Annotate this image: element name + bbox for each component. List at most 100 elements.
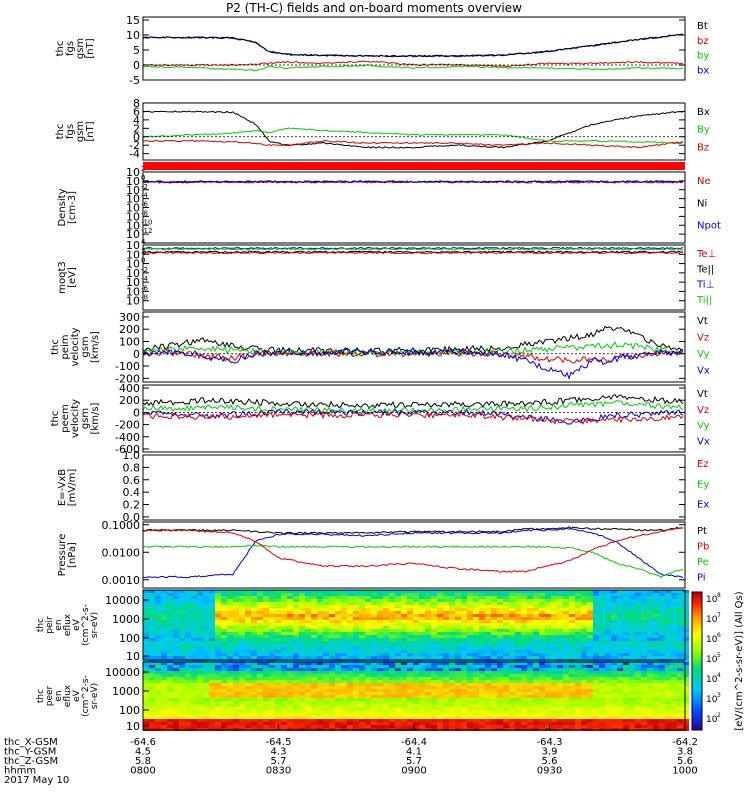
spectrogram-cell [611,689,617,692]
spectrogram-cell [173,671,179,674]
spectrogram-cell [605,722,611,725]
spectrogram-cell [521,665,527,668]
spectrogram-cell [437,632,443,635]
spectrogram-cell [479,710,485,713]
spectrogram-cell [497,683,503,686]
spectrogram-cell [401,605,407,608]
spectrogram-cell [257,653,263,656]
spectrogram-cell [677,677,683,680]
spectrogram-cell [497,608,503,611]
spectrogram-cell [515,713,521,716]
spectrogram-cell [167,707,173,710]
spectrogram-cell [353,677,359,680]
spectrogram-cell [491,602,497,605]
spectrogram-cell [185,707,191,710]
y-tick-label: 0.6 [123,474,141,487]
spectrogram-cell [527,668,533,671]
spectrogram-cell [239,701,245,704]
spectrogram-cell [155,620,161,623]
spectrogram-cell [635,641,641,644]
spectrogram-cell [359,620,365,623]
y-tick-label: 10 [126,295,140,308]
spectrogram-cell [473,704,479,707]
spectrogram-cell [659,611,665,614]
spectrogram-cell [599,701,605,704]
spectrogram-cell [161,611,167,614]
spectrogram-cell [323,650,329,653]
series-line [142,348,684,364]
spectrogram-cell [515,698,521,701]
spectrogram-cell [683,629,689,632]
spectrogram-cell [239,692,245,695]
spectrogram-cell [305,668,311,671]
spectrogram-cell [239,707,245,710]
spectrogram-cell [485,689,491,692]
spectrogram-cell [605,596,611,599]
spectrogram-cell [347,656,353,659]
colorbar-cell [692,664,702,666]
spectrogram-cell [455,629,461,632]
spectrogram-cell [377,680,383,683]
spectrogram-cell [629,653,635,656]
spectrogram-cell [281,707,287,710]
spectrogram-cell [161,722,167,725]
spectrogram-cell [407,632,413,635]
spectrogram-cell [473,725,479,728]
spectrogram-cell [269,650,275,653]
spectrogram-cell [341,692,347,695]
spectrogram-cell [467,653,473,656]
spectrogram-cell [623,671,629,674]
colorbar-cell [692,686,702,688]
spectrogram-cell [311,716,317,719]
panel-temperature [142,244,686,311]
spectrogram-cell [455,719,461,722]
spectrogram-cell [515,593,521,596]
spectrogram-cell [599,617,605,620]
spectrogram-cell [341,605,347,608]
y-tick-label: 0 [133,59,140,72]
spectrogram-cell [653,647,659,650]
y-axis-label: peer [45,685,55,706]
spectrogram-cell [593,677,599,680]
spectrogram-cell [671,623,677,626]
spectrogram-cell [533,602,539,605]
spectrogram-cell [425,617,431,620]
spectrogram-cell [257,686,263,689]
spectrogram-cell [623,611,629,614]
spectrogram-cell [275,713,281,716]
spectrogram-cell [335,629,341,632]
spectrogram-cell [305,593,311,596]
spectrogram-cell [263,674,269,677]
spectrogram-cell [503,662,509,665]
spectrogram-cell [179,662,185,665]
spectrogram-cell [611,650,617,653]
spectrogram-cell [611,614,617,617]
spectrogram-cell [635,674,641,677]
spectrogram-cell [173,638,179,641]
spectrogram-cell [347,662,353,665]
spectrogram-cell [155,617,161,620]
spectrogram-cell [575,596,581,599]
spectrogram-cell [179,596,185,599]
spectrogram-cell [641,674,647,677]
spectrogram-cell [197,692,203,695]
spectrogram-cell [293,602,299,605]
spectrogram-cell [353,611,359,614]
spectrogram-cell [335,620,341,623]
spectrogram-cell [155,713,161,716]
spectrogram-cell [227,680,233,683]
spectrogram-cell [509,701,515,704]
spectrogram-cell [545,701,551,704]
spectrogram-cell [425,638,431,641]
spectrogram-cell [401,725,407,728]
spectrogram-cell [593,629,599,632]
spectrogram-cell [413,614,419,617]
spectrogram-cell [515,716,521,719]
spectrogram-cell [341,647,347,650]
spectrogram-cell [491,710,497,713]
spectrogram-cell [509,686,515,689]
spectrogram-cell [347,632,353,635]
spectrogram-cell [467,722,473,725]
spectrogram-cell [665,632,671,635]
spectrogram-cell [149,665,155,668]
